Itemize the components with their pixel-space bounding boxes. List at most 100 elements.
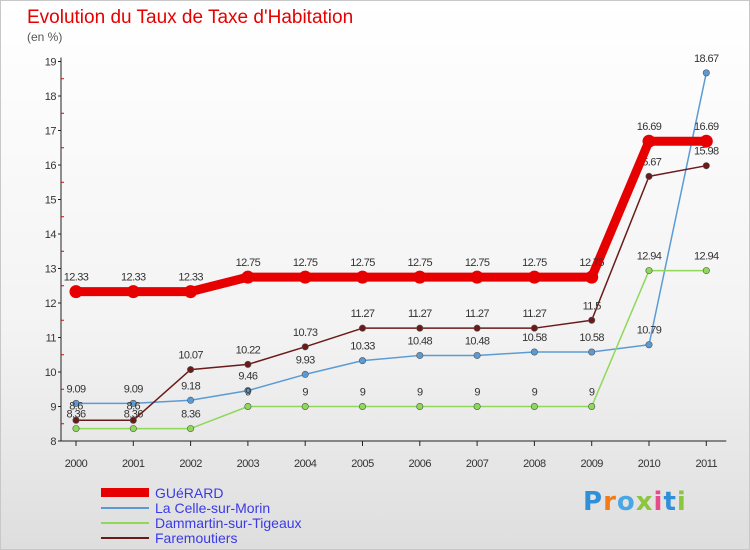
x-tick-label: 2004 [294,458,317,470]
data-point [416,324,424,332]
data-point [187,425,195,433]
logo-letter: i [653,487,664,517]
data-point [470,270,484,284]
data-label: 9.09 [124,383,143,395]
data-label: 9 [360,387,366,399]
data-label: 10.33 [350,341,375,353]
data-label: 10.58 [579,332,604,344]
x-tick-label: 2001 [122,458,145,470]
data-point [527,270,541,284]
legend-label: Dammartin-sur-Tigeaux [155,514,302,531]
data-label: 10.48 [408,335,433,347]
data-point [645,172,653,180]
data-label: 12.94 [694,251,719,263]
series-line [75,164,708,422]
x-tick-label: 2007 [466,458,489,470]
data-point [530,348,538,356]
data-point [301,402,309,410]
x-tick-label: 2003 [237,458,260,470]
data-point [187,366,195,374]
data-label: 10.58 [522,332,547,344]
data-point [356,270,369,284]
y-tick-label: 15 [45,195,57,207]
legend-label: GUéRARD [155,484,224,501]
legend-item: Faremoutiers [101,530,302,546]
data-label: 12.94 [637,251,662,263]
data-point [473,324,481,332]
y-tick-label: 17 [45,126,57,138]
data-label: 10.48 [465,335,490,347]
y-unit-label: (en %) [27,30,63,44]
data-label: 10.22 [236,344,261,356]
logo-letter: i [676,487,687,517]
data-point [358,402,366,410]
data-point [645,341,653,349]
chart-title: Evolution du Taux de Taxe d'Habitation [27,7,354,28]
data-point [187,396,195,404]
data-point [702,162,710,170]
data-point [301,343,309,351]
data-point [298,270,312,284]
data-label: 8.36 [181,409,200,421]
logo-letter: o [616,487,636,517]
data-label: 11.27 [465,308,489,320]
legend-label: La Celle-sur-Morin [155,499,271,516]
x-tick-label: 2000 [65,458,88,470]
data-point [416,402,424,410]
data-label: 11.5 [583,300,602,312]
legend-swatch [101,506,149,509]
data-point [241,270,255,284]
data-point [588,402,596,410]
data-point [585,270,599,284]
data-label: 9.18 [181,380,200,392]
data-label: 15.98 [694,146,719,158]
data-point [473,351,481,359]
data-point [702,69,710,77]
y-tick-label: 8 [50,436,56,448]
data-label: 9 [302,387,308,399]
data-label: 9.09 [66,383,85,395]
legend-item: Dammartin-sur-Tigeaux [101,514,302,531]
data-label: 12.75 [522,257,547,269]
data-point [702,267,710,275]
data-point [301,370,309,378]
data-label: 9 [474,387,480,399]
x-tick-label: 2006 [409,458,432,470]
data-point [244,402,252,410]
data-label: 8.36 [124,409,143,421]
data-label: 10.79 [637,325,662,337]
x-tick-label: 2009 [580,458,603,470]
y-tick-label: 10 [45,367,57,379]
y-tick-label: 18 [45,91,57,103]
x-tick-label: 2011 [695,458,717,470]
data-label: 8.6 [69,400,83,412]
x-tick-label: 2002 [179,458,202,470]
data-point [244,387,252,395]
data-label: 9 [589,387,595,399]
y-tick-label: 12 [45,298,57,310]
data-point [184,285,198,299]
series-line [71,136,711,297]
data-point [530,402,538,410]
data-point [588,316,596,324]
x-tick-label: 2005 [351,458,374,470]
data-point [129,399,137,407]
logo-letter: P [583,487,604,517]
y-tick-label: 14 [45,229,57,241]
data-label: 16.69 [637,121,662,133]
legend-swatch [101,521,149,524]
data-label: 9.93 [296,354,315,366]
data-point [129,416,137,424]
data-label: 12.33 [178,272,203,284]
data-point [645,267,653,275]
data-label: 11.27 [351,308,375,320]
data-label: 12.75 [236,257,261,269]
data-label: 8.36 [66,409,85,421]
legend-swatch [101,536,149,539]
data-label: 10.07 [178,350,203,362]
data-label: 11.27 [408,308,432,320]
data-point [69,285,83,299]
data-point [72,399,80,407]
plot-area: 8 9 10 11 12 13 14 15 16 17 18 19 2000 2001 2002 2003 20… [45,53,727,470]
data-label: 16.69 [694,121,719,133]
